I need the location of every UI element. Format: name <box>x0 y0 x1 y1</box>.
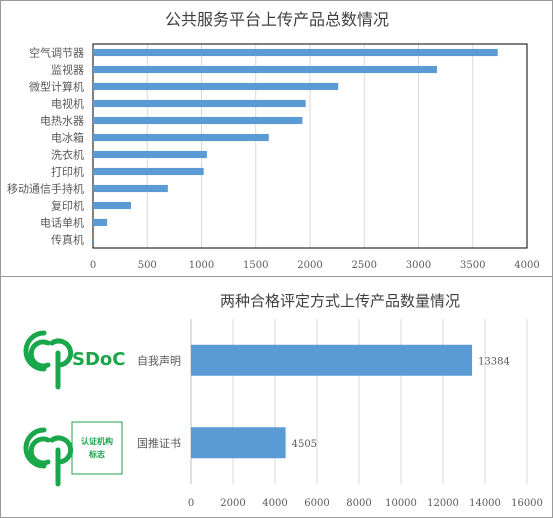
sdoc-logo-text: SDoC <box>72 349 125 370</box>
chart1-plot-border <box>92 43 528 249</box>
ccc-cert-logo-icon: 认证机构 标志 <box>23 421 123 487</box>
chart1-category-label: 电冰箱 <box>51 131 84 145</box>
chart1-bar <box>93 184 168 193</box>
chart2-title: 两种合格评定方式上传产品数量情况 <box>220 292 460 310</box>
chart1-category-label: 微型计算机 <box>29 80 84 94</box>
chart1-category-label: 电话单机 <box>40 216 84 230</box>
chart1-category-label: 电热水器 <box>40 115 84 128</box>
chart2-x-tick-label: 12000 <box>427 498 459 509</box>
chart2-x-tick-label: 8000 <box>346 498 371 509</box>
chart1-category-label: 洗衣机 <box>51 148 84 162</box>
chart1-category-label: 监视器 <box>51 63 84 77</box>
chart1-x-tick-label: 0 <box>90 260 96 271</box>
chart1-category-label: 复印机 <box>51 199 84 213</box>
chart2-category-label: 国推证书 <box>137 436 181 450</box>
chart2-x-tick-label: 0 <box>188 498 194 509</box>
chart1-x-tick-label: 3500 <box>460 260 485 271</box>
chart1-bar <box>93 218 108 227</box>
chart1-bar <box>93 82 339 91</box>
chart1-x-tick-label: 3000 <box>406 260 431 271</box>
chart2-x-tick-label: 2000 <box>220 498 245 509</box>
cert-logo-line1: 认证机构 <box>81 436 113 446</box>
chart1-x-tick-label: 1000 <box>189 260 214 271</box>
chart1-bar <box>93 48 498 57</box>
chart2-bar <box>191 427 286 459</box>
chart2-x-tick-label: 16000 <box>511 498 543 509</box>
chart1-bar <box>93 133 269 142</box>
chart1-bar <box>93 201 131 210</box>
chart1-bar <box>93 65 437 74</box>
chart1-x-tick-label: 500 <box>138 260 157 271</box>
chart1-x-tick-label: 4000 <box>514 260 539 271</box>
chart2-x-tick-label: 14000 <box>469 498 501 509</box>
panel-divider <box>0 276 553 277</box>
product-total-chart: 公共服务平台上传产品总数情况 空气调节器监视器微型计算机电视机电热水器电冰箱洗衣… <box>7 10 540 271</box>
cert-logo-box <box>71 421 123 475</box>
chart1-category-label: 移动通信手持机 <box>7 182 84 196</box>
chart1-bar <box>93 167 204 176</box>
chart1-category-label: 电视机 <box>51 97 84 111</box>
chart1-bar <box>93 99 306 108</box>
chart2-bar <box>191 344 473 376</box>
cert-logo-line2: 标志 <box>88 449 105 459</box>
chart1-category-label: 传真机 <box>51 233 84 247</box>
chart2-x-tick-label: 6000 <box>304 498 329 509</box>
chart1-x-tick-label: 2000 <box>297 260 322 271</box>
chart1-bar <box>93 116 303 125</box>
chart2-category-label: 自我声明 <box>137 353 181 367</box>
ccc-sdoc-logo-icon: SDoC <box>23 330 125 390</box>
chart1-x-tick-label: 2500 <box>352 260 377 271</box>
chart1-bar <box>93 235 95 244</box>
chart2-x-tick-label: 10000 <box>385 498 417 509</box>
chart2-value-label: 4505 <box>292 439 317 450</box>
chart1-bar <box>93 150 207 159</box>
chart1-category-label: 打印机 <box>51 165 84 179</box>
chart2-value-label: 13384 <box>478 356 510 367</box>
chart1-category-label: 空气调节器 <box>29 46 84 60</box>
chart1-title: 公共服务平台上传产品总数情况 <box>165 10 389 29</box>
chart1-x-tick-label: 1500 <box>243 260 268 271</box>
chart2-x-tick-label: 4000 <box>262 498 287 509</box>
